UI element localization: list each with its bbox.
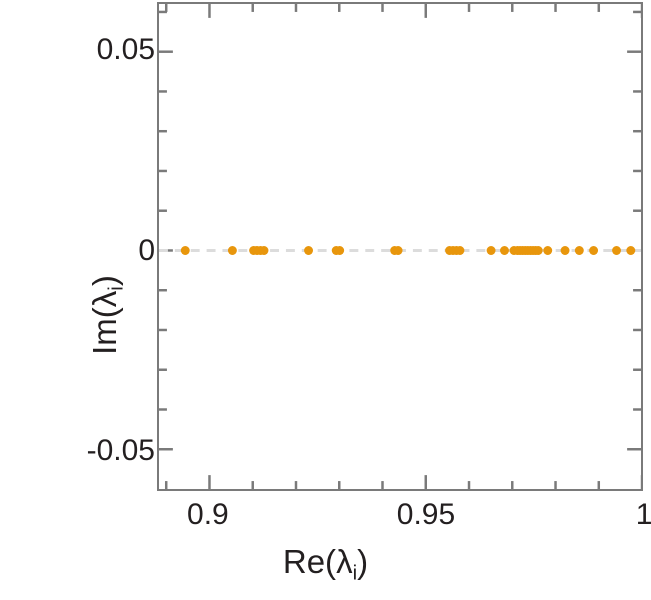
scatter-point	[533, 246, 543, 255]
x-axis-title-symbol: λ	[336, 543, 353, 580]
scatter-point	[304, 246, 313, 255]
plot-area	[157, 2, 643, 491]
scatter-point	[626, 246, 636, 255]
scatter-point	[335, 246, 345, 255]
x-axis-title-subscript: i	[352, 561, 358, 585]
y-tick-label-2: -0.05	[86, 433, 155, 467]
plot-canvas	[159, 4, 641, 489]
y-axis-title-subscript: i	[105, 286, 129, 291]
y-axis-title-symbol: λ	[86, 290, 124, 308]
x-axis-major-ticks	[208, 4, 641, 489]
y-axis-title-suffix: )	[86, 275, 124, 287]
scatter-point	[574, 246, 584, 255]
scatter-point	[612, 246, 621, 255]
x-axis-minor-ticks	[164, 4, 601, 489]
scatter-point	[455, 246, 465, 255]
scatter-point	[180, 246, 190, 255]
scatter-point	[393, 246, 403, 255]
y-axis-minor-ticks	[159, 10, 641, 411]
x-axis-title-prefix: Re(	[282, 543, 337, 580]
scatter-point	[543, 246, 553, 255]
y-tick-label-1: 0	[138, 233, 155, 267]
y-tick-label-0: 0.05	[96, 33, 155, 67]
scatter-point	[560, 246, 570, 255]
scatter-point	[486, 246, 496, 255]
scatter-point	[589, 246, 599, 255]
scatter-point	[500, 246, 509, 255]
scatter-point	[259, 246, 269, 255]
y-axis-title-prefix: Im(	[86, 307, 124, 355]
y-axis-title: Im(λi)	[0, 195, 352, 435]
x-axis-title-suffix: )	[357, 543, 369, 580]
x-axis-title: Re(λi)	[0, 543, 651, 585]
x-tick-label-0: 0.9	[187, 498, 229, 531]
eigenvalue-scatter-points	[180, 246, 636, 255]
x-tick-label-1: 0.95	[396, 498, 456, 531]
x-tick-label-2: 1	[635, 498, 651, 531]
scatter-point	[227, 246, 237, 255]
